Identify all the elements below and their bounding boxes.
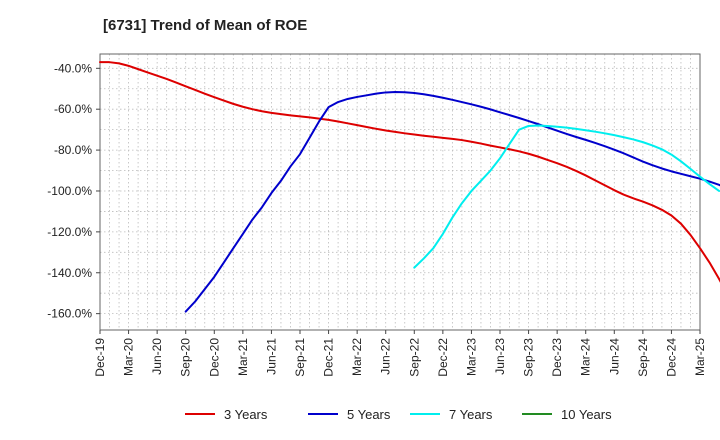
y-tick-label: -120.0%	[47, 225, 92, 239]
x-tick-label: Dec-20	[207, 338, 221, 377]
series-line-3-years	[99, 61, 720, 283]
y-tick-label: -140.0%	[47, 266, 92, 280]
x-tick-label: Jun-24	[607, 338, 621, 375]
x-tick-label: Jun-21	[264, 338, 278, 375]
x-tick-label: Jun-22	[379, 338, 393, 375]
y-tick-label: -100.0%	[47, 184, 92, 198]
x-tick-label: Dec-19	[93, 338, 107, 377]
x-tick-label: Mar-24	[579, 338, 593, 376]
x-tick-label: Dec-23	[550, 338, 564, 377]
y-tick-label: -160.0%	[47, 307, 92, 321]
plot-frame	[99, 53, 701, 331]
x-tick-label: Sep-22	[407, 338, 421, 377]
x-tick-label: Dec-21	[322, 338, 336, 377]
legend-label: 7 Years	[449, 407, 493, 422]
x-tick-label: Sep-23	[522, 338, 536, 377]
x-tick-label: Sep-20	[179, 338, 193, 377]
x-tick-label: Dec-22	[436, 338, 450, 377]
series-layer	[99, 61, 720, 313]
x-tick-label: Sep-21	[293, 338, 307, 377]
legend-label: 10 Years	[561, 407, 612, 422]
y-tick-label: -60.0%	[54, 102, 92, 116]
legend-label: 5 Years	[347, 407, 391, 422]
x-tick-label: Mar-21	[236, 338, 250, 376]
series-line-5-years	[184, 91, 720, 313]
legend: 3 Years 5 Years 7 Years 10 Years	[185, 407, 612, 422]
x-axis-ticks: Dec-19 Mar-20 Jun-20 Sep-20 Dec-20 Mar-21 Jun-…	[93, 330, 707, 377]
grid-layer	[100, 54, 700, 330]
x-tick-label: Dec-24	[664, 338, 678, 377]
y-tick-label: -80.0%	[54, 143, 92, 157]
x-tick-label: Mar-23	[464, 338, 478, 376]
y-tick-label: -40.0%	[54, 61, 92, 75]
x-tick-label: Jun-23	[493, 338, 507, 375]
legend-label: 3 Years	[224, 407, 268, 422]
x-tick-label: Mar-20	[122, 338, 136, 376]
x-tick-label: Jun-20	[150, 338, 164, 375]
y-axis-ticks: -40.0% -60.0% -80.0% -100.0% -120.0% -140.0% -…	[47, 61, 100, 321]
chart-title: [6731] Trend of Mean of ROE	[103, 17, 307, 34]
x-tick-label: Mar-22	[350, 338, 364, 376]
x-tick-label: Mar-25	[693, 338, 707, 376]
x-tick-label: Sep-24	[636, 338, 650, 377]
series-line-7-years	[413, 124, 720, 269]
